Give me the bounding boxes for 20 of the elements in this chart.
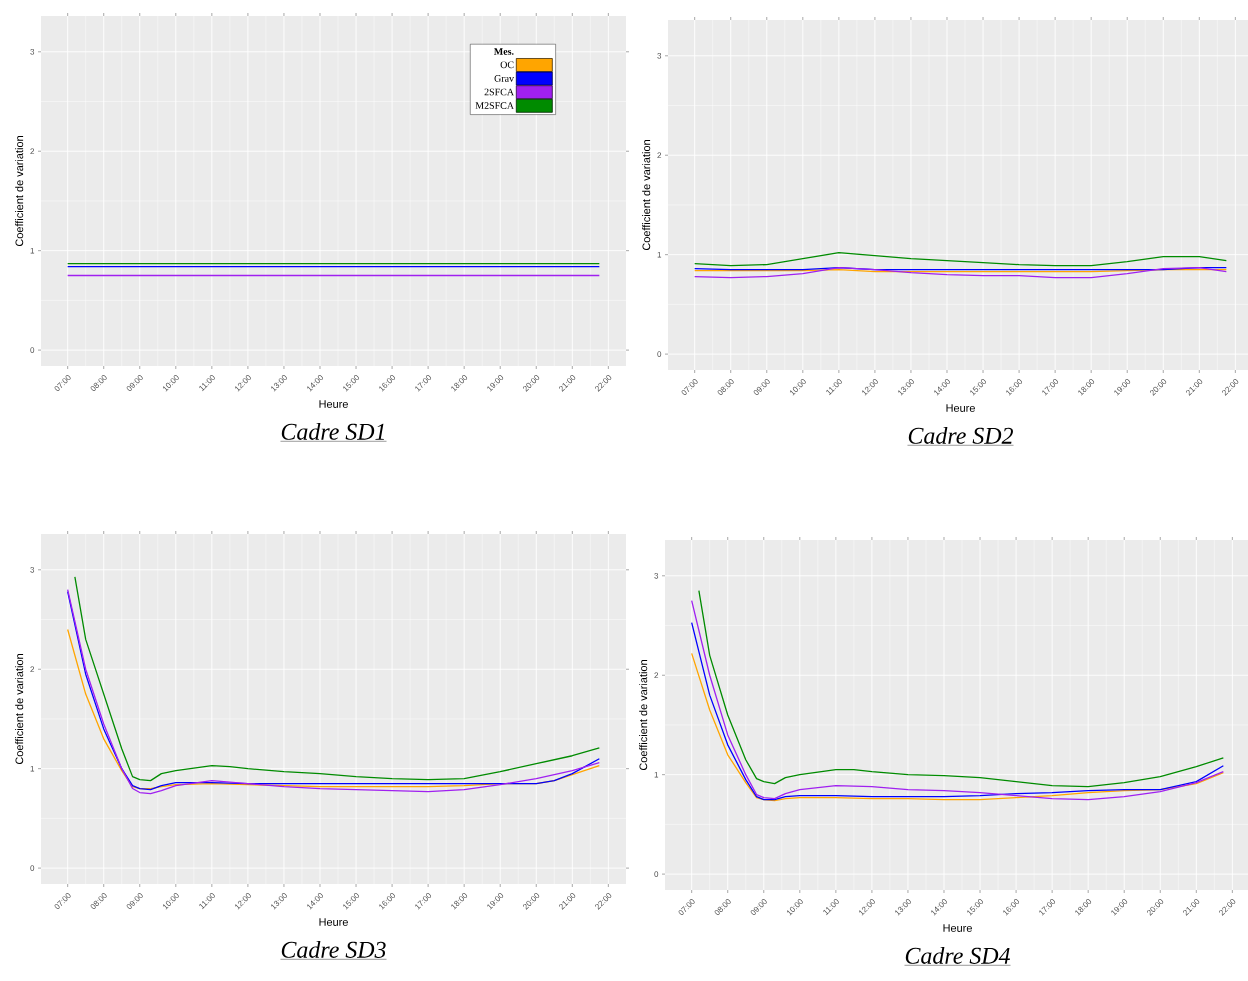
x-axis-title: Heure: [319, 400, 348, 408]
legend-label: Grav: [494, 75, 515, 82]
line-series: [691, 652, 1224, 802]
legend-title: Mes.: [494, 48, 514, 55]
legend-label: M2SFCA: [475, 102, 514, 109]
y-axis-title: Coefficient de variation: [15, 654, 24, 765]
x-axis-title: Heure: [943, 924, 972, 932]
y-axis-title: Coefficient de variation: [15, 136, 24, 247]
text: Cadre SD3: [281, 941, 386, 958]
text: Cadre SD2: [908, 427, 1013, 444]
y-axis-title: Coefficient de variation: [639, 660, 648, 771]
text: Cadre SD4: [905, 947, 1010, 964]
line-series: [694, 252, 1227, 267]
y-axis-title: Coefficient de variation: [642, 140, 651, 251]
line-series: [694, 266, 1227, 279]
text: Cadre SD1: [281, 423, 384, 440]
legend-label: OC: [500, 61, 514, 69]
x-axis-title: Heure: [946, 404, 975, 412]
x-axis-title: Heure: [319, 918, 348, 926]
legend-label: 2SFCA: [484, 88, 514, 96]
